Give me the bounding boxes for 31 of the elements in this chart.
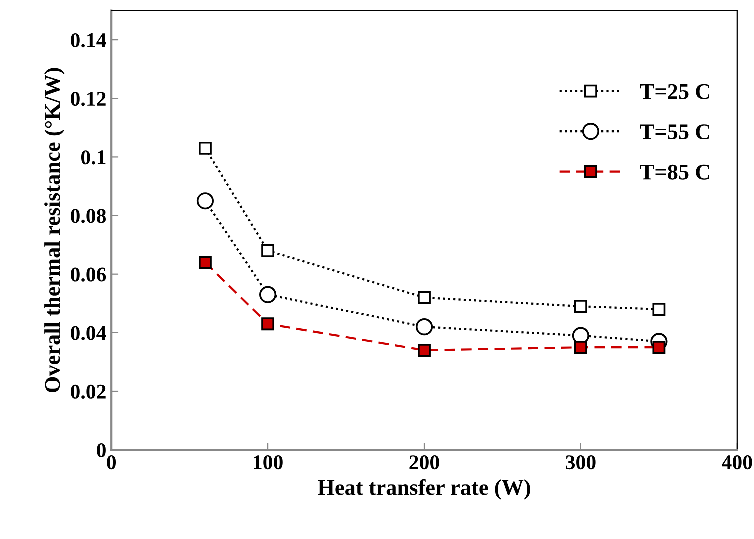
y-tick-label: 0.12 bbox=[71, 92, 106, 106]
y-tick-label: 0.08 bbox=[71, 209, 106, 224]
point bbox=[262, 244, 275, 258]
y-tick-label: 0.02 bbox=[71, 384, 106, 400]
x-tick-label: 300 bbox=[566, 456, 596, 470]
y-tick-label: 0.14 bbox=[71, 33, 106, 48]
x-tick-label: 100 bbox=[254, 456, 283, 470]
point bbox=[418, 291, 431, 304]
point bbox=[652, 341, 666, 354]
legend-label: T=25 C bbox=[640, 84, 710, 100]
point bbox=[574, 341, 588, 354]
y-tick-label: 0.1 bbox=[81, 150, 106, 165]
x-tick-label: 0 bbox=[107, 456, 116, 470]
point bbox=[262, 318, 275, 331]
y-axis-title: Overall thermal resistance (°K/W) bbox=[44, 68, 65, 392]
legend-label: T=85 C bbox=[640, 164, 710, 180]
point bbox=[574, 300, 588, 314]
x-tick-label: 400 bbox=[722, 456, 752, 470]
point bbox=[199, 256, 212, 270]
y-tick-label: 0.04 bbox=[71, 326, 106, 340]
x-tick-label: 200 bbox=[410, 456, 440, 470]
point bbox=[260, 286, 277, 304]
point bbox=[418, 344, 431, 357]
point bbox=[199, 142, 212, 155]
y-tick-label: 0 bbox=[97, 443, 106, 458]
legend-label: T=55 C bbox=[640, 124, 710, 140]
point bbox=[652, 303, 666, 316]
y-tick-label: 0.06 bbox=[71, 268, 106, 282]
x-axis-title: Heat transfer rate (W) bbox=[318, 479, 530, 500]
point bbox=[196, 192, 214, 210]
point bbox=[416, 318, 434, 336]
